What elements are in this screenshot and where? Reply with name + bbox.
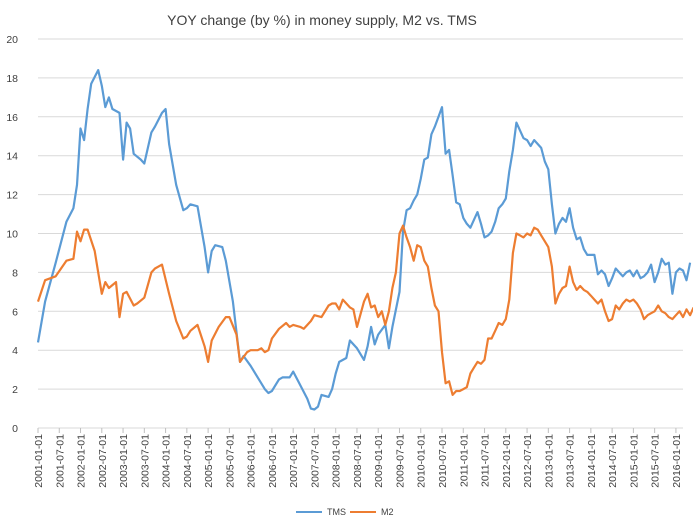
x-tick-label: 2009-07-01 (394, 434, 406, 488)
x-tick-label: 2002-01-01 (76, 434, 88, 488)
x-tick-label: 2012-07-01 (522, 434, 534, 488)
x-tick-label: 2016-01-01 (671, 434, 683, 488)
gridlines (38, 38, 683, 429)
y-tick-label: 20 (6, 34, 18, 46)
x-tick-label: 2005-01-01 (203, 434, 215, 488)
y-tick-label: 2 (12, 384, 18, 396)
x-tick-label: 2013-01-01 (543, 434, 555, 488)
x-tick-label: 2003-01-01 (118, 434, 130, 488)
x-tick-label: 2008-07-01 (352, 434, 364, 488)
x-tick-label: 2014-01-01 (586, 434, 598, 488)
x-tick-label: 2004-01-01 (161, 434, 173, 488)
y-tick-label: 10 (6, 229, 18, 241)
x-tick-label: 2012-01-01 (501, 434, 513, 488)
y-tick-label: 14 (6, 151, 18, 163)
chart-title: YOY change (by %) in money supply, M2 vs… (167, 12, 477, 28)
y-tick-label: 6 (12, 306, 18, 318)
x-tick-label: 2003-07-01 (139, 434, 151, 488)
y-axis-ticks: 0 2 4 6 8 10 12 14 16 18 20 (6, 34, 18, 435)
x-tick-label: 2011-01-01 (458, 434, 470, 487)
x-tick-label: 2013-07-01 (565, 434, 577, 488)
x-tick-label: 2010-01-01 (416, 434, 428, 488)
x-tick-label: 2001-01-01 (33, 434, 45, 488)
x-tick-label: 2006-07-01 (267, 434, 279, 488)
x-tick-label: 2005-07-01 (224, 434, 236, 488)
x-tick-label: 2007-07-01 (309, 434, 321, 488)
x-tick-label: 2007-01-01 (288, 434, 300, 488)
x-tick-label: 2015-01-01 (628, 434, 640, 488)
x-tick-label: 2010-07-01 (437, 434, 449, 488)
x-tick-label: 2008-01-01 (331, 434, 343, 488)
y-tick-label: 0 (12, 423, 18, 435)
x-tick-label: 2014-07-01 (607, 434, 619, 488)
x-tick-label: 2006-01-01 (246, 434, 258, 488)
y-tick-label: 18 (6, 73, 18, 85)
y-tick-label: 16 (6, 112, 18, 124)
series-line-m2 (36, 224, 693, 396)
x-tick-label: 2011-07-01 (480, 434, 492, 487)
y-tick-label: 8 (12, 267, 18, 279)
y-tick-label: 12 (6, 190, 18, 202)
series-lines (36, 69, 693, 411)
legend-m2-label: M2 (381, 507, 394, 517)
x-tick-label: 2002-07-01 (97, 434, 109, 488)
legend-tms-label: TMS (327, 507, 346, 517)
legend: TMS M2 (296, 507, 394, 517)
x-tick-label: 2015-07-01 (650, 434, 662, 488)
x-tick-label: 2009-01-01 (373, 434, 385, 488)
x-tick-label: 2001-07-01 (54, 434, 66, 488)
series-line-tms (36, 69, 692, 411)
y-tick-label: 4 (12, 345, 18, 357)
x-axis-ticks: 2001-01-01 2001-07-01 2002-01-01 2002-07-01… (33, 428, 683, 488)
x-tick-label: 2004-07-01 (182, 434, 194, 488)
